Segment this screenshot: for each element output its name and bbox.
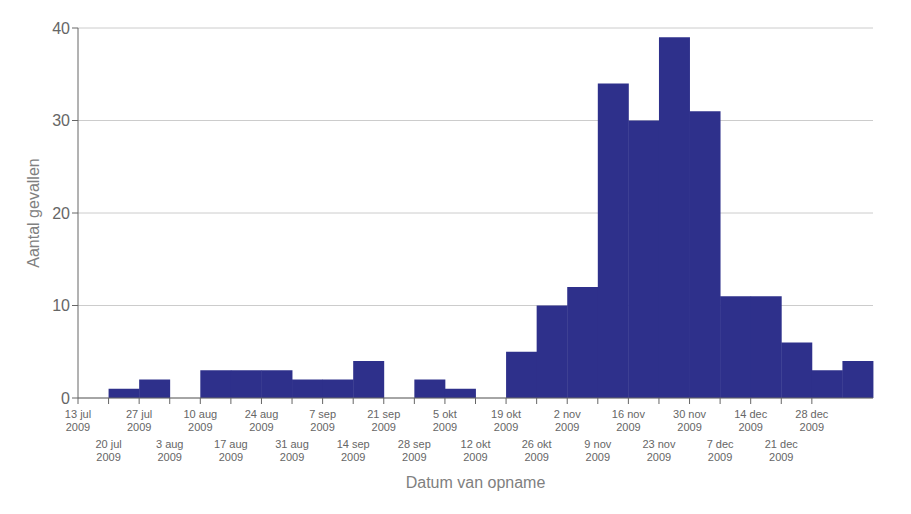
svg-text:21 dec2009: 21 dec2009	[765, 438, 799, 463]
svg-text:12 okt2009: 12 okt2009	[461, 438, 491, 463]
svg-text:10 aug2009: 10 aug2009	[183, 408, 217, 433]
svg-text:3 aug2009: 3 aug2009	[156, 438, 184, 463]
svg-text:0: 0	[61, 390, 70, 407]
svg-text:17 aug2009: 17 aug2009	[214, 438, 248, 463]
svg-text:20: 20	[52, 205, 70, 222]
svg-text:26 okt2009: 26 okt2009	[522, 438, 552, 463]
svg-text:14 dec2009: 14 dec2009	[734, 408, 768, 433]
svg-text:23 nov2009: 23 nov2009	[642, 438, 676, 463]
svg-text:27 jul2009: 27 jul2009	[126, 408, 152, 433]
svg-text:Datum van opname: Datum van opname	[406, 474, 546, 491]
svg-text:2 nov2009: 2 nov2009	[554, 408, 581, 433]
svg-text:9 nov2009: 9 nov2009	[584, 438, 611, 463]
svg-text:Aantal gevallen: Aantal gevallen	[25, 158, 42, 267]
svg-text:24 aug2009: 24 aug2009	[245, 408, 279, 433]
svg-text:20 jul2009: 20 jul2009	[95, 438, 121, 463]
svg-text:14 sep2009: 14 sep2009	[337, 438, 370, 463]
svg-text:7 dec2009: 7 dec2009	[707, 438, 734, 463]
svg-text:5 okt2009: 5 okt2009	[433, 408, 457, 433]
svg-text:30 nov2009: 30 nov2009	[673, 408, 707, 433]
svg-text:19 okt2009: 19 okt2009	[491, 408, 521, 433]
svg-text:30: 30	[52, 112, 70, 129]
svg-text:31 aug2009: 31 aug2009	[275, 438, 309, 463]
svg-text:7 sep2009: 7 sep2009	[309, 408, 336, 433]
svg-text:28 dec2009: 28 dec2009	[795, 408, 829, 433]
svg-text:16 nov2009: 16 nov2009	[612, 408, 646, 433]
svg-text:10: 10	[52, 297, 70, 314]
svg-text:28 sep2009: 28 sep2009	[398, 438, 431, 463]
svg-text:21 sep2009: 21 sep2009	[367, 408, 400, 433]
svg-text:40: 40	[52, 20, 70, 37]
svg-text:13 jul2009: 13 jul2009	[65, 408, 91, 433]
